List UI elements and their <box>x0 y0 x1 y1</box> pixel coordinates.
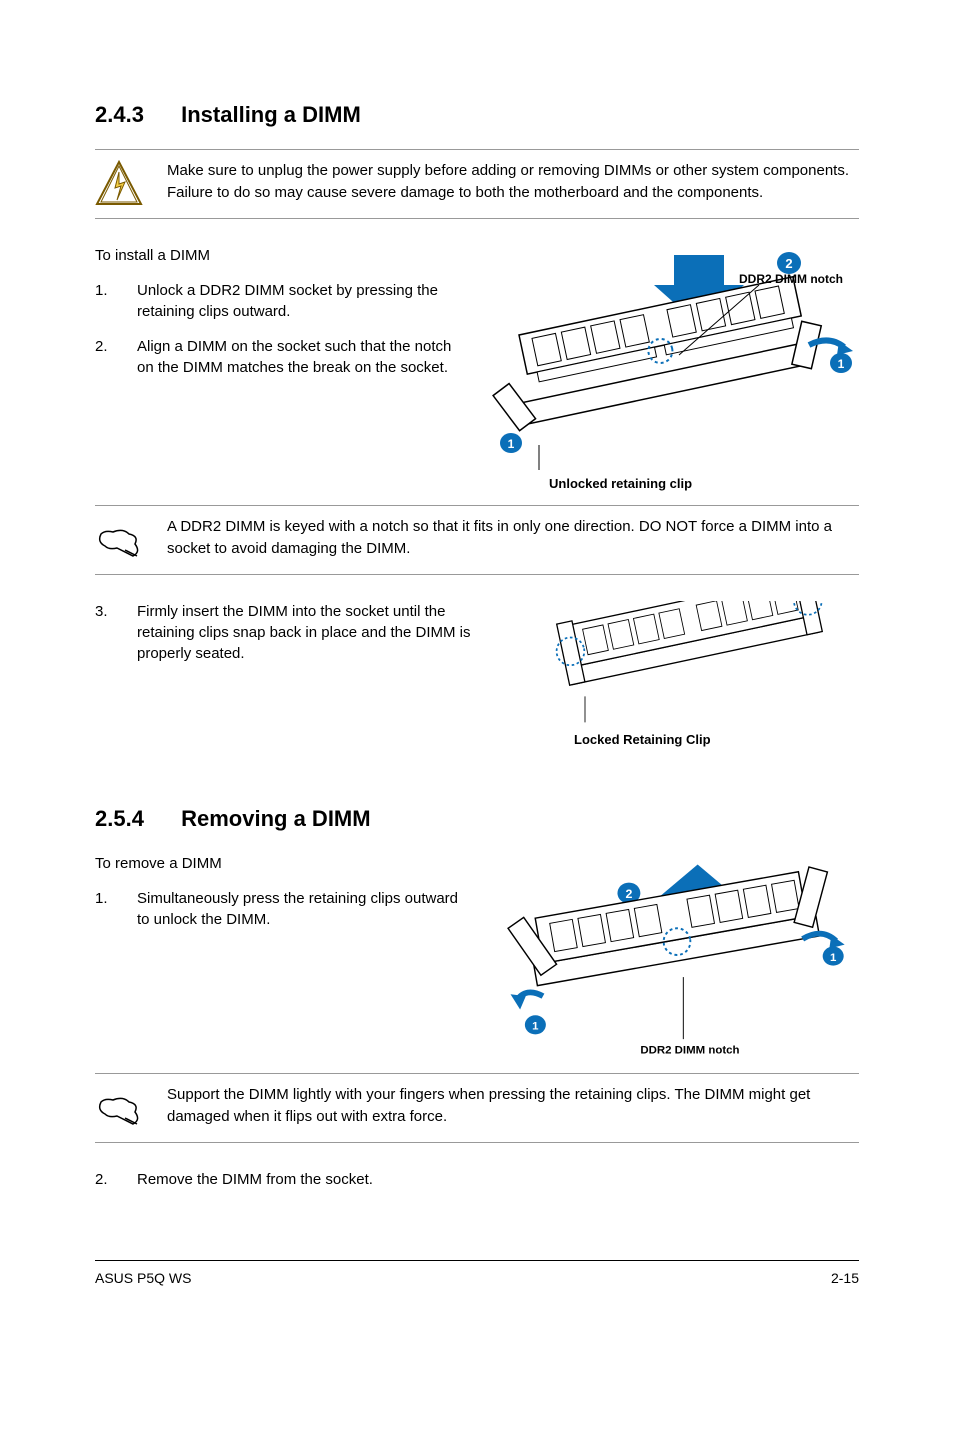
install-step-3: 3. Firmly insert the DIMM into the socke… <box>95 601 499 664</box>
footer-left: ASUS P5Q WS <box>95 1269 191 1289</box>
heading-title: Removing a DIMM <box>181 806 370 831</box>
note-callout-keyed: A DDR2 DIMM is keyed with a notch so tha… <box>95 505 859 575</box>
install-step-2: 2. Align a DIMM on the socket such that … <box>95 336 459 378</box>
footer-right: 2-15 <box>831 1269 859 1289</box>
svg-text:1: 1 <box>838 357 845 371</box>
step-text: Remove the DIMM from the socket. <box>137 1169 859 1190</box>
heading-title: Installing a DIMM <box>181 102 361 127</box>
note-text: A DDR2 DIMM is keyed with a notch so tha… <box>167 516 859 560</box>
figure-install-unlocked: 2 DDR2 DIMM notch 1 1 Unlocked retaining… <box>479 245 859 493</box>
svg-text:1: 1 <box>508 437 515 451</box>
figure-install-locked: Locked Retaining Clip <box>519 601 859 749</box>
note-icon <box>95 516 143 564</box>
step-number: 2. <box>95 1169 119 1190</box>
svg-text:DDR2 DIMM notch: DDR2 DIMM notch <box>739 272 843 286</box>
svg-text:DDR2 DIMM notch: DDR2 DIMM notch <box>640 1044 739 1056</box>
warning-text: Make sure to unplug the power supply bef… <box>167 160 859 204</box>
svg-text:2: 2 <box>625 887 632 901</box>
svg-text:1: 1 <box>532 1021 539 1033</box>
figure-remove: 2 <box>479 853 859 1063</box>
page-footer: ASUS P5Q WS 2-15 <box>95 1260 859 1289</box>
step-text: Align a DIMM on the socket such that the… <box>137 336 459 378</box>
note-callout-support: Support the DIMM lightly with your finge… <box>95 1073 859 1143</box>
warning-icon <box>95 160 143 208</box>
step-number: 2. <box>95 336 119 378</box>
figure-caption-locked: Locked Retaining Clip <box>574 731 859 749</box>
remove-step-1: 1. Simultaneously press the retaining cl… <box>95 888 459 930</box>
heading-number: 2.5.4 <box>95 804 175 835</box>
remove-intro: To remove a DIMM <box>95 853 459 874</box>
heading-number: 2.4.3 <box>95 100 175 131</box>
heading-254: 2.5.4 Removing a DIMM <box>95 804 859 835</box>
heading-243: 2.4.3 Installing a DIMM <box>95 100 859 131</box>
step-number: 1. <box>95 888 119 930</box>
install-step-1: 1. Unlock a DDR2 DIMM socket by pressing… <box>95 280 459 322</box>
note-text: Support the DIMM lightly with your finge… <box>167 1084 859 1128</box>
svg-text:2: 2 <box>785 256 792 271</box>
step-text: Firmly insert the DIMM into the socket u… <box>137 601 499 664</box>
svg-text:1: 1 <box>830 952 837 964</box>
note-icon <box>95 1084 143 1132</box>
install-intro: To install a DIMM <box>95 245 459 266</box>
remove-step-2: 2. Remove the DIMM from the socket. <box>95 1169 859 1190</box>
step-number: 1. <box>95 280 119 322</box>
warning-callout: Make sure to unplug the power supply bef… <box>95 149 859 219</box>
step-number: 3. <box>95 601 119 664</box>
step-text: Simultaneously press the retaining clips… <box>137 888 459 930</box>
step-text: Unlock a DDR2 DIMM socket by pressing th… <box>137 280 459 322</box>
figure-caption-unlocked: Unlocked retaining clip <box>549 475 859 493</box>
